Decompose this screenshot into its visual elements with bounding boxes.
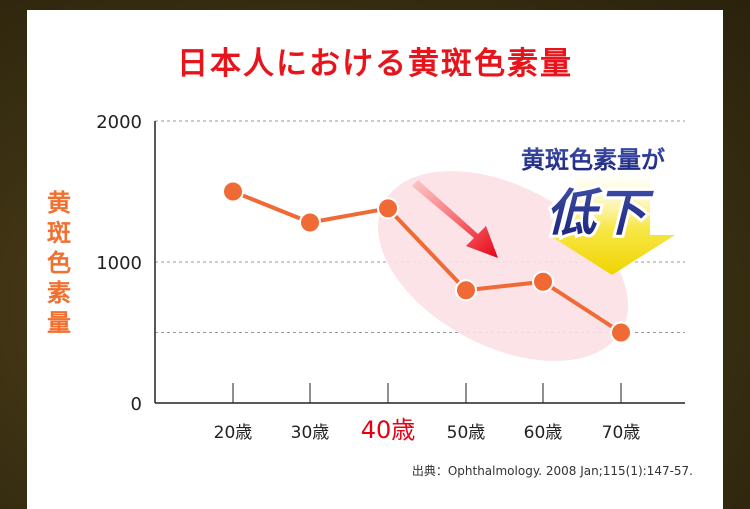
data-point bbox=[299, 211, 321, 234]
x-tick-label: 60歳 bbox=[524, 423, 563, 443]
x-tick-label: 40歳 bbox=[361, 416, 416, 444]
y-tick-labels: 0 1000 2000 bbox=[96, 112, 142, 415]
x-tick-label: 30歳 bbox=[291, 423, 330, 443]
red-arrow-icon bbox=[412, 180, 498, 258]
source-citation: 出典：Ophthalmology. 2008 Jan;115(1):147-57… bbox=[411, 464, 693, 478]
x-tick-labels: 20歳 30歳 40歳 50歳 60歳 70歳 bbox=[214, 416, 641, 444]
callout-line2: 低下 bbox=[546, 184, 654, 242]
callout-line1: 黄斑色素量が bbox=[521, 146, 665, 174]
highlight-ellipse bbox=[378, 171, 628, 361]
axes bbox=[154, 121, 685, 404]
series-line bbox=[232, 189, 623, 335]
y-tick-label: 2000 bbox=[96, 112, 142, 133]
x-tick-label: 20歳 bbox=[214, 423, 253, 443]
x-tick-label: 70歳 bbox=[602, 423, 641, 443]
x-tick-label: 50歳 bbox=[447, 423, 486, 443]
y-axis-label: 黄斑色素量 bbox=[47, 189, 71, 337]
data-point bbox=[377, 197, 399, 220]
y-tick-label: 0 bbox=[131, 394, 142, 415]
series-points bbox=[222, 180, 632, 344]
data-point bbox=[222, 180, 244, 203]
chart-title: 日本人における黄斑色素量 bbox=[177, 46, 573, 82]
y-tick-label: 1000 bbox=[96, 253, 142, 274]
data-point bbox=[455, 279, 477, 302]
data-point bbox=[532, 270, 554, 293]
data-point bbox=[610, 321, 632, 344]
down-arrow-icon bbox=[549, 168, 675, 275]
series-polyline bbox=[232, 189, 623, 335]
